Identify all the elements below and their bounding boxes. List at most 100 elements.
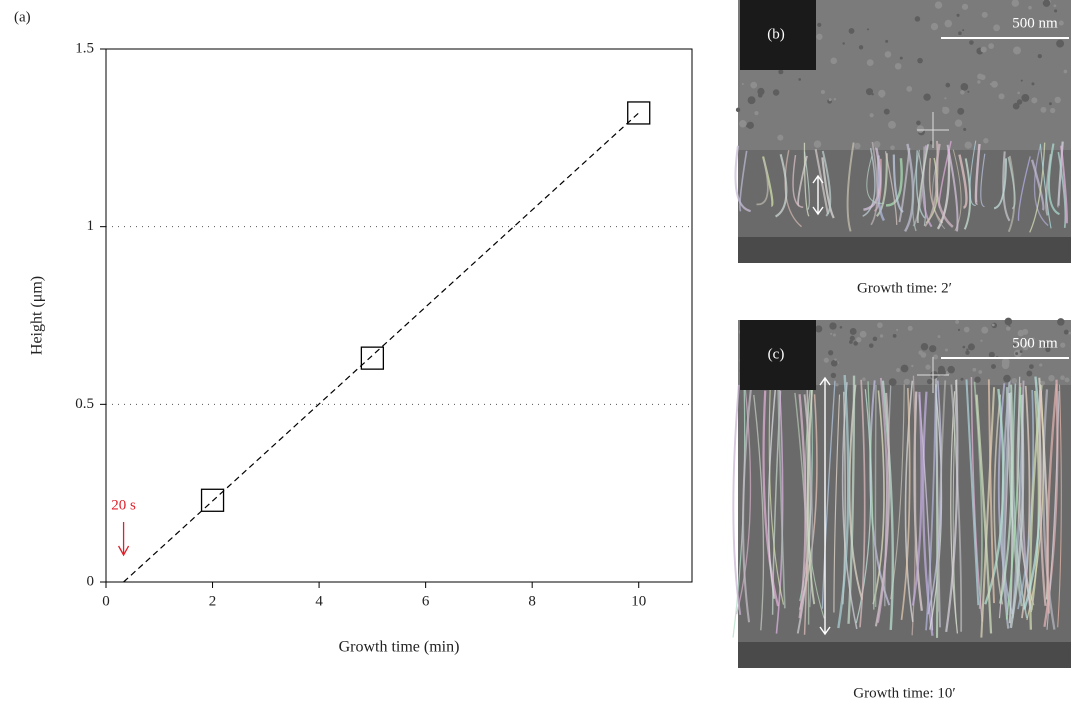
sem-grain	[878, 90, 885, 97]
sem-grain	[945, 349, 948, 352]
panel-label: (a)	[14, 9, 31, 25]
sem-grain	[856, 337, 861, 342]
sem-grain	[955, 119, 962, 126]
x-tick-label: 6	[422, 593, 430, 609]
sem-grain	[1068, 332, 1071, 335]
sem-grain	[1002, 362, 1010, 370]
sem-grain	[942, 107, 945, 110]
sem-grain	[992, 324, 995, 327]
sem-grain	[840, 326, 843, 329]
sem-grain	[925, 365, 930, 370]
sem-grain	[921, 343, 928, 350]
sem-grain	[911, 365, 913, 367]
sem-grain	[961, 83, 969, 91]
sem-grain	[1022, 329, 1028, 335]
sem-grain	[927, 379, 933, 385]
sem-grain	[1059, 20, 1064, 25]
sem-grain	[873, 141, 880, 148]
sem-grain	[831, 373, 836, 378]
sem-grain	[1026, 371, 1032, 377]
sem-grain	[1065, 377, 1070, 382]
sem-grain	[893, 334, 897, 338]
sem-grain	[972, 368, 976, 372]
sem-grain	[1031, 97, 1037, 103]
sem-grain	[867, 59, 874, 66]
sem-grain	[923, 93, 930, 100]
y-tick-label: 1	[87, 218, 95, 234]
sem-grain	[835, 383, 838, 386]
sem-grain	[830, 333, 832, 335]
sem-grain	[849, 28, 855, 34]
sem-grain	[1050, 108, 1055, 113]
sem-grain	[958, 31, 962, 35]
sem-grain	[842, 42, 844, 44]
x-tick-label: 0	[102, 593, 110, 609]
sem-grain	[824, 358, 829, 363]
sem-grain	[900, 57, 903, 60]
sem-grain	[921, 352, 927, 358]
x-tick-label: 2	[209, 593, 217, 609]
sem-grain	[754, 111, 758, 115]
sem-grain	[828, 350, 833, 355]
sem-grain	[980, 340, 982, 342]
sem-grain	[960, 378, 963, 381]
sem-grain	[947, 366, 955, 374]
sem-grain	[933, 354, 938, 359]
sem-grain	[1017, 92, 1020, 95]
sem-grain	[963, 128, 966, 131]
sem-grain	[860, 331, 867, 338]
sem-grain	[1053, 4, 1056, 7]
sem-grain	[968, 343, 975, 350]
plot-frame	[106, 49, 692, 582]
sem-grain	[1029, 364, 1034, 369]
sem-grain	[742, 83, 744, 85]
panel-caption: Growth time: 2′	[857, 280, 952, 296]
sem-panel: (c)500 nmGrowth time: 10′	[733, 318, 1071, 702]
sem-grain	[917, 58, 923, 64]
panel-label: (b)	[767, 26, 785, 42]
sem-grain	[829, 98, 832, 101]
sem-grain	[896, 329, 898, 331]
sem-grain	[870, 113, 874, 117]
sem-grain	[981, 47, 987, 53]
sem-grain	[964, 327, 970, 333]
sem-grain	[904, 379, 910, 385]
sem-grain	[989, 352, 995, 358]
sem-grain	[1060, 342, 1065, 347]
sem-grain	[915, 16, 920, 21]
sem-grain	[1040, 107, 1046, 113]
sem-grain	[877, 322, 883, 328]
sem-grain	[831, 360, 838, 367]
sem-grain	[999, 93, 1005, 99]
sem-grain	[944, 97, 946, 99]
sem-substrate	[738, 237, 1071, 263]
sem-grain	[981, 327, 988, 334]
sem-grain	[1039, 363, 1042, 366]
sem-grain	[814, 140, 822, 148]
sem-grain	[991, 81, 998, 88]
sem-grain	[757, 88, 764, 95]
sem-grain	[867, 28, 869, 30]
figure: (a) 00.511.50246810Growth time (min)Heig…	[0, 0, 1073, 708]
sem-grain	[1048, 375, 1054, 381]
sem-grain	[945, 83, 950, 88]
x-axis-label: Growth time (min)	[339, 639, 460, 656]
sem-grain	[938, 335, 941, 338]
sem-grain	[834, 358, 836, 360]
sem-grain	[816, 34, 822, 40]
sem-grain	[977, 80, 980, 83]
sem-grain	[873, 337, 878, 342]
sem-grain	[773, 89, 779, 95]
chart: 00.511.50246810Growth time (min)Height (…	[29, 40, 692, 655]
sem-grain	[850, 336, 855, 341]
sem-grain	[829, 322, 836, 329]
data-point	[361, 347, 383, 369]
sem-grain	[962, 29, 964, 31]
sem-grain	[747, 122, 754, 129]
sem-grain	[1013, 46, 1021, 54]
sem-grain	[916, 121, 921, 126]
sem-grain	[1003, 375, 1011, 383]
sem-grain	[1021, 80, 1023, 82]
sem-grain	[1031, 82, 1034, 85]
sem-grain	[736, 108, 740, 112]
